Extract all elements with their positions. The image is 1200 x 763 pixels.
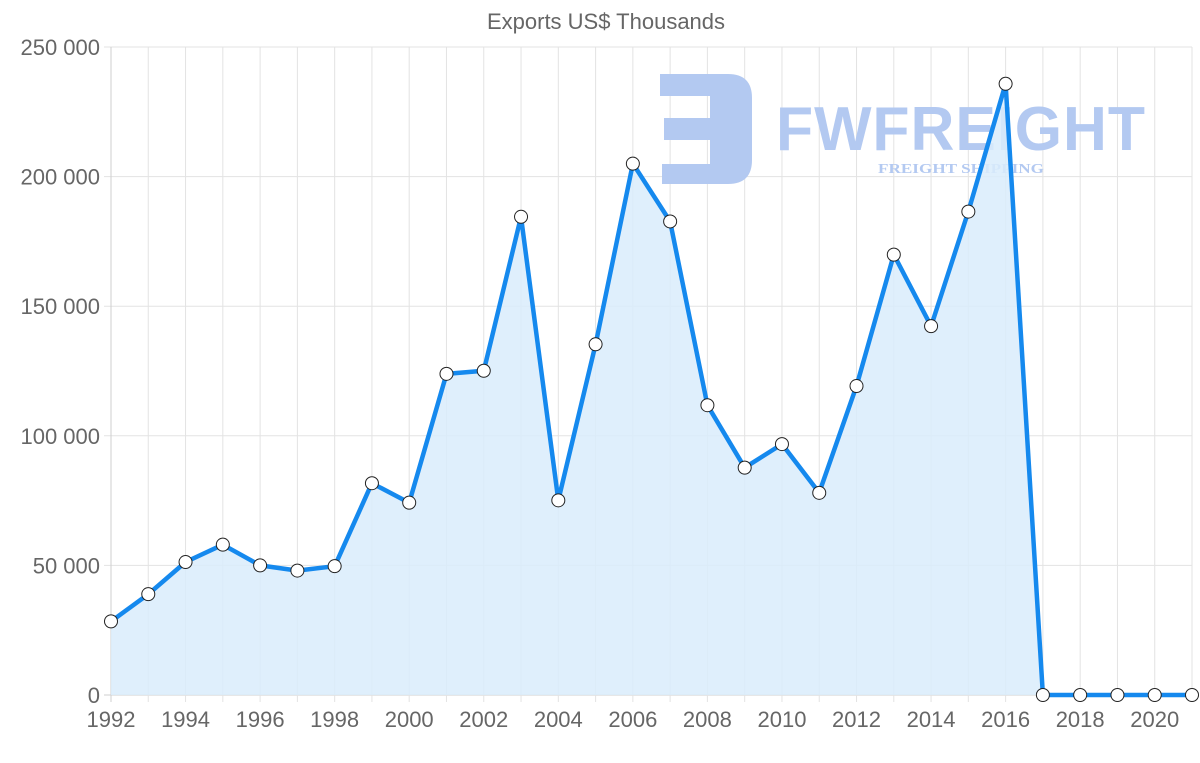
data-point[interactable]: 2015: 186500 <box>961 204 976 219</box>
data-point[interactable]: 2011: 78000 <box>812 485 827 500</box>
data-point[interactable]: 2001: 123900 <box>439 366 454 381</box>
y-tick-label: 50 000 <box>33 553 100 578</box>
data-point[interactable]: 1998: 49700 <box>327 559 342 574</box>
watermark: FWFREIGHT FREIGHT SHIPPING <box>660 74 1146 184</box>
data-point[interactable]: 2019: 0 <box>1110 688 1125 702</box>
y-axis-ticks: 0 50 000 100 000 150 000 200 000 250 000 <box>20 35 100 708</box>
chart-title: Exports US$ Thousands <box>487 9 725 34</box>
x-tick-label: 2002 <box>459 707 508 732</box>
x-tick-label: 2012 <box>832 707 881 732</box>
data-point[interactable]: 2002: 125100 <box>476 363 491 378</box>
y-tick-label: 150 000 <box>20 294 100 319</box>
fwfreight-logo-icon <box>660 74 752 184</box>
data-point[interactable]: 2010: 96800 <box>774 437 789 452</box>
x-tick-label: 2014 <box>907 707 956 732</box>
data-point[interactable]: 2021: 0 <box>1185 688 1199 702</box>
data-point[interactable]: 2018: 0 <box>1073 688 1088 702</box>
data-point[interactable]: 2008: 111800 <box>700 398 715 413</box>
x-tick-label: 2020 <box>1130 707 1179 732</box>
y-tick-label: 0 <box>88 683 100 708</box>
data-point[interactable]: 2003: 184500 <box>514 209 529 224</box>
x-tick-label: 1998 <box>310 707 359 732</box>
area-fill <box>111 83 1192 696</box>
x-tick-label: 1994 <box>161 707 210 732</box>
y-tick-label: 250 000 <box>20 35 100 60</box>
data-point[interactable]: 1999: 81700 <box>364 476 379 491</box>
data-point[interactable]: 2009: 87700 <box>737 460 752 475</box>
watermark-brand: FWFREIGHT <box>776 95 1146 164</box>
data-point[interactable]: 2017: 0 <box>1035 688 1050 702</box>
data-point[interactable]: 2005: 135300 <box>588 337 603 352</box>
x-tick-label: 2000 <box>385 707 434 732</box>
x-tick-label: 2018 <box>1056 707 1105 732</box>
x-tick-label: 1996 <box>236 707 285 732</box>
x-tick-label: 2016 <box>981 707 1030 732</box>
data-point[interactable]: 1994: 51300 <box>178 555 193 570</box>
data-point[interactable]: 2012: 119200 <box>849 379 864 394</box>
x-tick-label: 2008 <box>683 707 732 732</box>
data-point[interactable]: 2016: 235800 <box>998 76 1013 91</box>
data-point[interactable]: 1997: 48000 <box>290 563 305 578</box>
watermark-tagline: FREIGHT SHIPPING <box>878 162 1044 177</box>
x-axis-ticks: 1992 1994 1996 1998 2000 2002 2004 2006 2008 2010… <box>87 707 1180 732</box>
data-point[interactable]: 1993: 38900 <box>141 587 156 602</box>
x-tick-label: 2004 <box>534 707 583 732</box>
data-point[interactable]: 2014: 142300 <box>924 319 939 334</box>
data-point[interactable]: 2006: 205000 <box>625 156 640 171</box>
series-area <box>111 83 1192 696</box>
data-point[interactable]: 2004: 75100 <box>551 493 566 508</box>
x-tick-label: 1992 <box>87 707 136 732</box>
data-point[interactable]: 2013: 169900 <box>886 247 901 262</box>
x-tick-label: 2010 <box>757 707 806 732</box>
y-tick-label: 100 000 <box>20 424 100 449</box>
data-points: 1992: 28400 1993: 38900 1994: 51300 1995: 5… <box>104 76 1199 702</box>
data-point[interactable]: 2000: 74200 <box>402 495 417 510</box>
data-point[interactable]: 2020: 0 <box>1147 688 1162 702</box>
x-tick-label: 2006 <box>608 707 657 732</box>
data-point[interactable]: 1992: 28400 <box>104 614 118 629</box>
y-tick-label: 200 000 <box>20 165 100 190</box>
data-point[interactable]: 1995: 58000 <box>215 537 230 552</box>
data-point[interactable]: 2007: 182700 <box>663 214 678 229</box>
